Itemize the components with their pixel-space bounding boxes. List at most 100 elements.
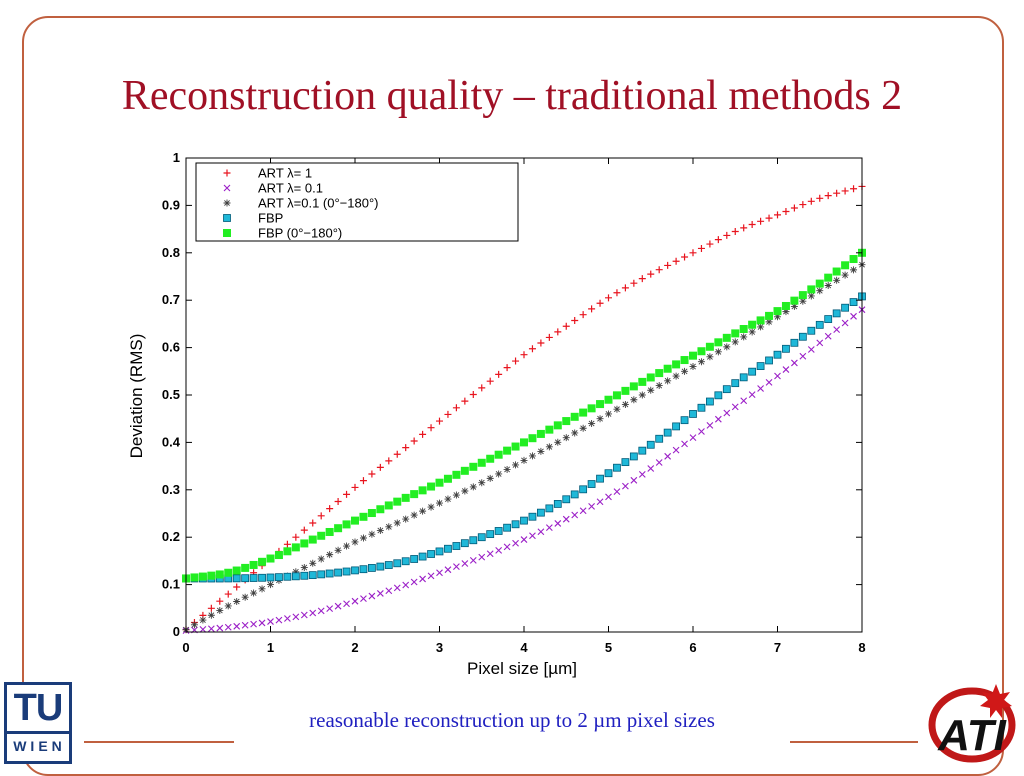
data-point [613,488,621,496]
data-point [672,360,681,369]
data-point [622,482,629,490]
data-point [537,528,545,536]
data-point [798,291,807,300]
data-point [765,311,774,320]
data-point [681,440,688,448]
x-tick-label: 8 [858,640,865,655]
x-tick-label: 6 [689,640,696,655]
data-point [790,296,799,305]
data-point [807,292,815,300]
data-point [309,559,317,567]
data-point [731,338,739,346]
data-point [401,557,410,566]
legend-marker [223,229,231,237]
data-point [613,405,621,413]
data-point [495,370,503,378]
data-point [596,415,604,423]
data-point [452,404,460,412]
data-point [731,403,739,411]
data-point [410,490,419,499]
data-point [444,566,452,574]
data-point [486,550,494,558]
data-point [274,551,283,560]
data-point [334,568,343,577]
data-point [740,224,748,232]
data-point [833,189,841,197]
data-point [317,607,325,615]
footer-rule-left [84,741,234,743]
data-point [427,550,435,558]
data-point [436,499,443,507]
data-point [588,502,595,510]
data-point [612,391,621,400]
data-point [477,458,486,467]
data-point [511,520,520,529]
slide-title: Reconstruction quality – traditional met… [121,73,903,119]
data-point [807,326,816,335]
data-point [317,512,325,520]
data-point [664,377,672,385]
data-point [781,301,790,310]
data-point [672,257,680,265]
data-point [596,474,604,483]
data-point [714,415,722,423]
legend-label: ART λ= 0.1 [258,181,323,196]
data-point [469,556,477,564]
data-point [722,385,731,394]
data-point [705,342,714,351]
data-point [706,353,714,361]
data-point [207,611,215,619]
data-point [232,566,241,575]
data-point [579,311,587,319]
data-point [782,308,790,316]
series-3 [182,261,866,634]
data-point [317,555,325,563]
data-point [664,452,672,460]
data-point [537,508,545,517]
data-point [224,568,233,577]
data-point [850,312,857,320]
data-point [300,526,308,534]
data-point [334,497,342,505]
data-point [790,204,798,212]
data-point [453,563,460,571]
y-tick-label: 0 [173,624,180,639]
y-tick-label: 0.3 [162,482,180,497]
data-point [782,344,790,353]
data-point [512,539,519,547]
data-point [267,581,274,589]
data-point [351,516,359,525]
data-point [317,570,326,579]
y-tick-label: 0.4 [162,434,181,449]
data-point [815,320,824,329]
data-point [646,440,655,449]
data-point [681,253,689,261]
y-tick-label: 0.5 [162,387,180,402]
data-point [850,266,858,274]
data-point [241,621,249,629]
data-point [436,569,443,577]
data-point [655,369,664,378]
data-point [300,564,308,572]
data-point [824,192,832,200]
data-point [326,551,334,559]
data-point [258,557,267,566]
data-point [292,613,300,621]
data-point [529,532,536,540]
ati-logo-text: ATI [937,711,1006,760]
data-point [630,396,638,404]
data-point [748,320,757,329]
data-point [664,261,672,269]
data-point [359,477,367,485]
data-point [461,487,469,495]
data-point [714,236,722,244]
wien-logo-text: WIEN [7,731,69,758]
data-point [359,565,368,574]
data-point [613,463,621,472]
data-point [224,590,232,598]
data-point [452,491,460,499]
data-point [757,217,765,225]
x-tick-label: 7 [774,640,781,655]
legend-box [195,162,519,242]
